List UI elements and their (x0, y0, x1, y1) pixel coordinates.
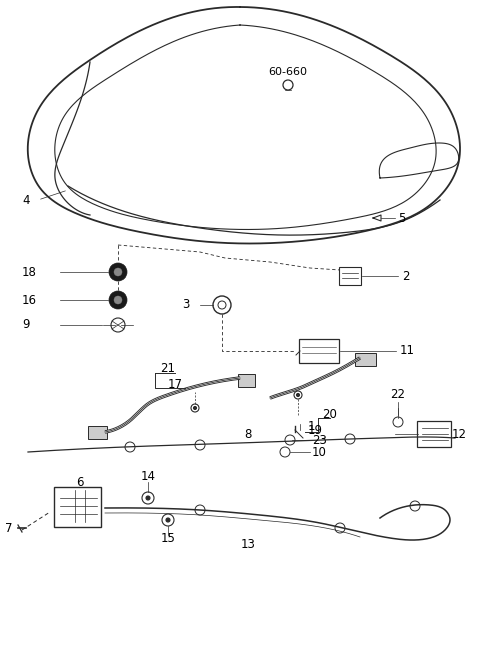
Circle shape (114, 296, 122, 304)
Circle shape (193, 406, 196, 410)
Text: 1: 1 (308, 421, 315, 434)
FancyBboxPatch shape (299, 339, 339, 363)
Circle shape (114, 268, 122, 276)
FancyBboxPatch shape (355, 352, 375, 365)
Text: 15: 15 (161, 532, 175, 545)
Text: 18: 18 (22, 265, 37, 278)
FancyBboxPatch shape (238, 374, 254, 387)
Text: 13: 13 (240, 538, 255, 551)
Text: 2: 2 (402, 270, 409, 283)
Text: 4: 4 (22, 194, 29, 207)
Text: 3: 3 (182, 298, 190, 311)
FancyBboxPatch shape (339, 267, 361, 285)
Text: 17: 17 (168, 378, 183, 391)
Text: 6: 6 (76, 476, 84, 489)
Text: 10: 10 (312, 445, 327, 458)
Text: 14: 14 (141, 469, 156, 482)
Text: 20: 20 (322, 408, 337, 421)
Text: 16: 16 (22, 294, 37, 307)
Circle shape (109, 263, 127, 281)
Text: 23: 23 (312, 434, 327, 447)
FancyBboxPatch shape (54, 487, 101, 527)
FancyBboxPatch shape (417, 421, 451, 447)
Text: 8: 8 (244, 428, 252, 441)
Text: 9: 9 (22, 318, 29, 332)
Text: 12: 12 (452, 428, 467, 441)
Circle shape (297, 393, 300, 396)
Text: 19: 19 (308, 424, 323, 437)
Text: 7: 7 (5, 521, 12, 534)
Text: 21: 21 (160, 361, 175, 374)
Text: 22: 22 (391, 389, 406, 402)
FancyBboxPatch shape (87, 426, 107, 439)
Circle shape (166, 518, 170, 522)
Circle shape (109, 291, 127, 309)
Text: 11: 11 (400, 344, 415, 358)
Text: 5: 5 (398, 211, 406, 224)
Text: 60-660: 60-660 (268, 67, 308, 77)
Circle shape (146, 496, 150, 500)
